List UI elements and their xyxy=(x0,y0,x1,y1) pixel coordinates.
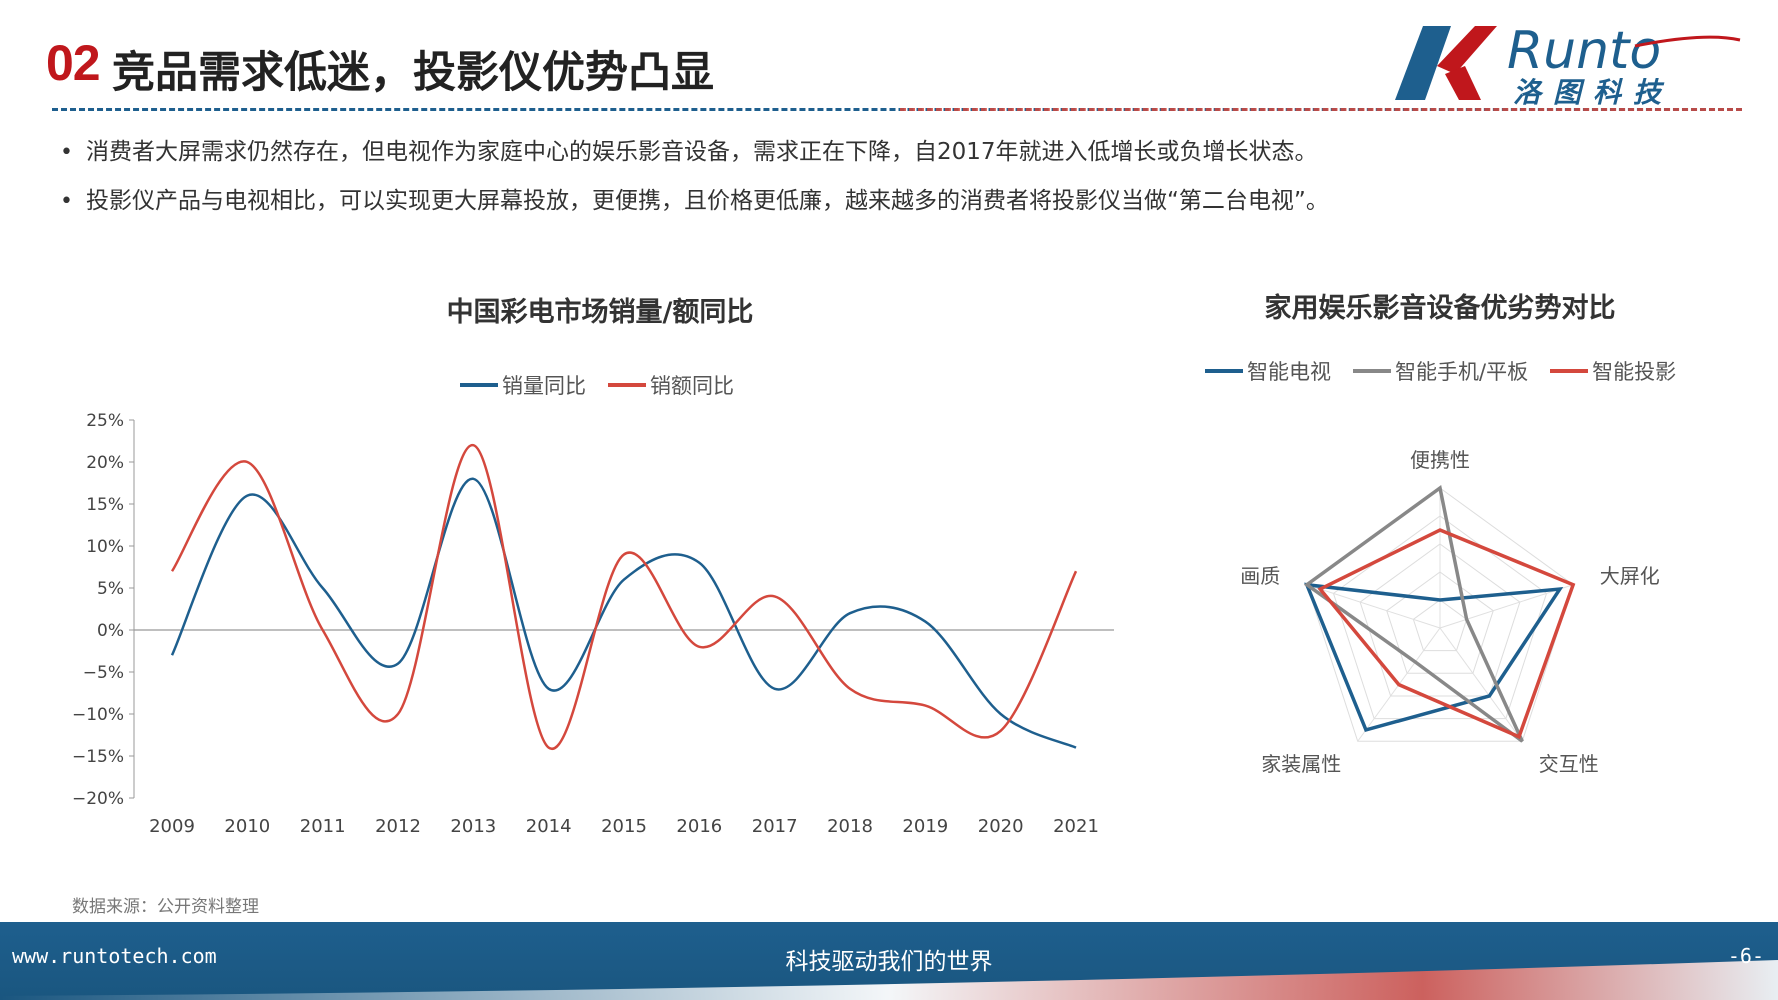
legend-label: 智能投影 xyxy=(1592,360,1677,384)
series-line-volume xyxy=(170,477,1077,749)
y-tick-label: −15% xyxy=(72,747,124,767)
series-line-value xyxy=(170,443,1078,750)
y-tick-label: 15% xyxy=(86,495,124,515)
bullet-item: • 消费者大屏需求仍然存在，但电视作为家庭中心的娱乐影音设备，需求正在下降，自20… xyxy=(60,139,1318,165)
radar-grid-ring xyxy=(1412,599,1468,652)
logo-mark-icon xyxy=(1395,26,1497,100)
bullet-text: 消费者大屏需求仍然存在，但电视作为家庭中心的娱乐影音设备，需求正在下降，自201… xyxy=(86,139,1318,165)
legend-label: 智能电视 xyxy=(1247,360,1331,384)
bullet-text: 投影仪产品与电视相比，可以实现更大屏幕投放，更便携，且价格更低廉，越来越多的消费… xyxy=(86,188,1329,214)
radar-axis-label: 交互性 xyxy=(1539,752,1599,776)
header-divider-accent xyxy=(900,108,1742,111)
runto-logo: Runto 洛图科技 xyxy=(1395,21,1741,108)
section-number: 02 xyxy=(46,35,101,91)
y-tick-label: 25% xyxy=(86,411,124,431)
line-chart-title: 中国彩电市场销量/额同比 xyxy=(446,297,754,328)
bullet-list: • 消费者大屏需求仍然存在，但电视作为家庭中心的娱乐影音设备，需求正在下降，自20… xyxy=(60,128,1710,226)
footer-wave xyxy=(0,960,1778,1000)
x-tick-label: 2014 xyxy=(526,816,572,837)
legend-label: 销量同比 xyxy=(502,374,586,398)
x-tick-label: 2018 xyxy=(827,816,873,837)
y-tick-label: −10% xyxy=(72,705,124,725)
legend-item-phone: 智能手机/平板 xyxy=(1353,356,1528,386)
x-tick-label: 2011 xyxy=(300,816,346,837)
bullet-item: • 投影仪产品与电视相比，可以实现更大屏幕投放，更便携，且价格更低廉，越来越多的消… xyxy=(60,188,1329,214)
y-tick-label: 20% xyxy=(86,453,124,473)
header-divider xyxy=(52,108,1742,111)
page-number: -6- xyxy=(1727,944,1764,968)
x-tick-label: 2017 xyxy=(752,816,798,837)
x-tick-label: 2020 xyxy=(978,816,1024,837)
y-tick-label: 10% xyxy=(86,537,124,557)
legend-label: 销额同比 xyxy=(650,374,734,398)
legend-item-tv: 智能电视 xyxy=(1205,356,1331,386)
legend-item-projector: 智能投影 xyxy=(1550,356,1676,386)
radar-axis-label: 大屏化 xyxy=(1600,564,1660,588)
x-tick-label: 2010 xyxy=(224,816,270,837)
y-tick-label: 5% xyxy=(97,579,124,599)
y-tick-label: −20% xyxy=(72,789,124,809)
y-tick-label: 0% xyxy=(97,621,124,641)
logo-subtext: 洛图科技 xyxy=(1513,76,1673,108)
page-title: 竞品需求低迷，投影仪优势凸显 xyxy=(112,48,714,98)
x-tick-label: 2013 xyxy=(450,816,496,837)
radar-axis-label: 家装属性 xyxy=(1261,752,1341,776)
legend-label: 智能手机/平板 xyxy=(1395,360,1529,384)
radar-axis-label: 画质 xyxy=(1240,564,1280,588)
line-chart: 25% 20% 15% 10% 5% 0% −5% −10% −15% −20% 2009 2010 2… xyxy=(72,411,1114,837)
footer-url[interactable]: www.runtotech.com xyxy=(12,944,217,968)
x-tick-label: 2016 xyxy=(676,816,722,837)
legend-item-value: 销额同比 xyxy=(608,370,734,400)
radar-series-projector xyxy=(1317,528,1576,740)
radar-spoke xyxy=(1306,584,1441,629)
radar-chart-title: 家用娱乐影音设备优劣势对比 xyxy=(1264,293,1616,324)
y-tick-label: −5% xyxy=(83,663,124,683)
radar-grid-ring xyxy=(1332,515,1548,720)
x-tick-label: 2021 xyxy=(1053,816,1099,837)
radar-chart-legend: 智能电视 智能手机/平板 智能投影 xyxy=(1205,356,1698,386)
radar-spoke xyxy=(1439,584,1574,629)
radar-axis-label: 便携性 xyxy=(1410,448,1470,472)
line-chart-legend: 销量同比 销额同比 xyxy=(460,370,756,400)
logo-wordmark: Runto xyxy=(1507,21,1661,81)
footer-slogan: 科技驱动我们的世界 xyxy=(785,949,993,975)
radar-spoke xyxy=(1439,627,1523,742)
x-tick-label: 2012 xyxy=(375,816,421,837)
x-tick-label: 2015 xyxy=(601,816,647,837)
slide-header: 02 竞品需求低迷，投影仪优势凸显 Runto 洛图科技 xyxy=(0,0,1778,110)
x-tick-label: 2019 xyxy=(902,816,948,837)
x-tick-label: 2009 xyxy=(149,816,195,837)
legend-item-volume: 销量同比 xyxy=(460,370,586,400)
radar-series-tv xyxy=(1304,582,1564,733)
radar-series-phone xyxy=(1303,484,1524,743)
radar-grid-ring xyxy=(1386,571,1494,674)
data-source-note: 数据来源：公开资料整理 xyxy=(72,897,259,917)
